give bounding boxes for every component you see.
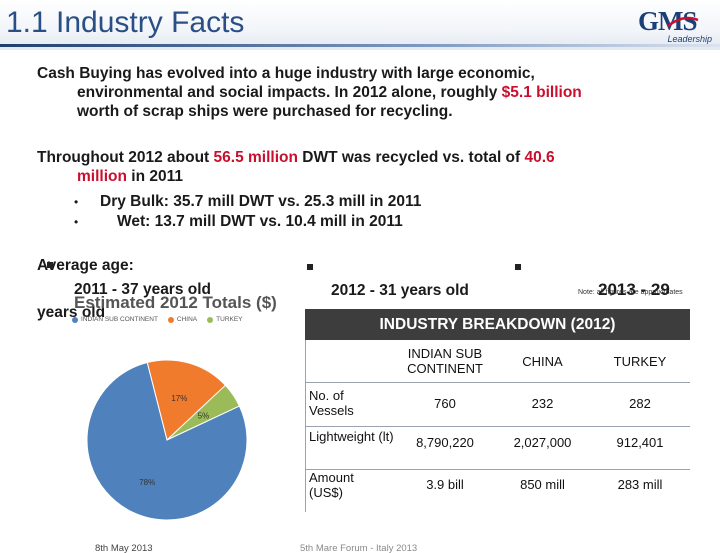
table-cell: 3.9 bill <box>426 477 464 492</box>
bullet-dot: • <box>74 215 79 229</box>
age-2011: 2011 - 37 years old <box>74 281 212 298</box>
row-divider <box>305 382 690 383</box>
row-label-vessels: No. of Vessels <box>309 388 354 418</box>
row-divider <box>305 469 690 470</box>
footer-date: 8th May 2013 <box>95 543 153 553</box>
p1-line-1: Cash Buying has evolved into a huge indu… <box>37 65 535 82</box>
legend-label: TURKEY <box>216 316 243 323</box>
legend-swatch <box>207 316 214 323</box>
pie-chart: 17% 5% 78% <box>86 359 248 521</box>
table-title: INDUSTRY BREAKDOWN (2012) <box>305 309 690 340</box>
pie-data-label-turkey: 5% <box>198 411 210 420</box>
p2-line-1: Throughout 2012 about 56.5 million DWT w… <box>37 149 555 166</box>
pie-chart-legend: INDIAN SUB CONTINENT CHINA TURKEY <box>72 316 243 323</box>
column-header-china: CHINA <box>522 354 563 369</box>
bullet-wet: Wet: 13.7 mill DWT vs. 10.4 mill in 2011 <box>117 213 403 230</box>
pie-data-label-indian-sub-continent: 78% <box>139 478 155 487</box>
p1-line-3: worth of scrap ships were purchased for … <box>77 103 453 120</box>
legend-label: INDIAN SUB CONTINENT <box>81 316 158 323</box>
p2-text-a: Throughout 2012 about <box>37 149 214 166</box>
p2-highlight-1: 56.5 million <box>213 149 298 166</box>
column-divider <box>305 340 306 512</box>
slide-title: 1.1 Industry Facts <box>6 6 245 39</box>
pie-data-label-china: 17% <box>171 394 187 403</box>
legend-item-turkey: TURKEY <box>207 316 243 323</box>
footer-event: 5th Mare Forum - Italy 2013 <box>300 543 418 553</box>
table-cell: 760 <box>434 396 456 411</box>
p1-line-2-text: environmental and social impacts. In 201… <box>77 84 502 101</box>
legend-swatch <box>72 316 78 323</box>
column-header-indian-sub-continent: INDIAN SUB CONTINENT <box>407 346 483 376</box>
company-logo: GMS Leadership <box>636 6 716 46</box>
industry-breakdown-table: INDIAN SUB CONTINENT CHINA TURKEY No. of… <box>305 340 690 512</box>
age-2013-continued: years old <box>37 304 106 321</box>
table-cell: 283 mill <box>617 477 663 492</box>
bullet-dot: • <box>74 195 79 209</box>
bullet-square <box>307 264 313 270</box>
table-cell: 232 <box>531 396 554 411</box>
legend-label: CHINA <box>176 316 198 323</box>
p2-highlight-2: 40.6 <box>524 149 555 166</box>
p2-line-2: million in 2011 <box>37 167 697 186</box>
table-cell: 282 <box>629 396 651 411</box>
p1-line-2: environmental and social impacts. In 201… <box>37 83 677 102</box>
column-header-turkey: TURKEY <box>613 354 667 369</box>
age-2012: 2012 - 31 years old <box>331 282 469 299</box>
paragraph-cash-buying: Cash Buying has evolved into a huge indu… <box>37 64 677 121</box>
logo-swoosh-icon <box>667 16 699 27</box>
row-label-lightweight: Lightweight (lt) <box>309 429 394 444</box>
approximation-note: Note: all figures are approximates <box>578 289 683 296</box>
p1-highlight: $5.1 billion <box>501 84 582 101</box>
logo-wordmark: GMS <box>638 6 698 36</box>
table-cell: 912,401 <box>616 435 664 450</box>
row-label-amount: Amount (US$) <box>309 470 354 500</box>
row-divider <box>305 426 690 427</box>
legend-swatch <box>167 316 174 323</box>
table-cell: 850 mill <box>520 477 565 492</box>
logo-tagline: Leadership <box>667 34 712 44</box>
p2-text-c: in 2011 <box>126 168 183 185</box>
header-band <box>0 0 720 50</box>
pie-slice-china <box>146 359 227 441</box>
paragraph-recycled-dwt: Throughout 2012 about 56.5 million DWT w… <box>37 148 697 186</box>
pie-slice-indian-sub-continent <box>86 361 248 521</box>
bullet-square <box>47 262 53 268</box>
legend-item-china: CHINA <box>167 316 198 323</box>
bullet-dry-bulk: Dry Bulk: 35.7 mill DWT vs. 25.3 mill in… <box>100 193 422 210</box>
age-2013: 2013 - 29 <box>598 280 670 299</box>
p2-highlight-3: million <box>77 168 127 185</box>
average-age-label: Average age: <box>37 257 134 274</box>
bullet-square <box>515 264 521 270</box>
header-divider <box>0 44 720 47</box>
table-cell: 2,027,000 <box>513 435 572 450</box>
legend-item-indian-sub-continent: INDIAN SUB CONTINENT <box>72 316 158 323</box>
pie-chart-title: Estimated 2012 Totals ($) <box>74 293 277 312</box>
table-cell: 8,790,220 <box>416 435 474 450</box>
p2-text-b: DWT was recycled vs. total of <box>297 149 525 166</box>
